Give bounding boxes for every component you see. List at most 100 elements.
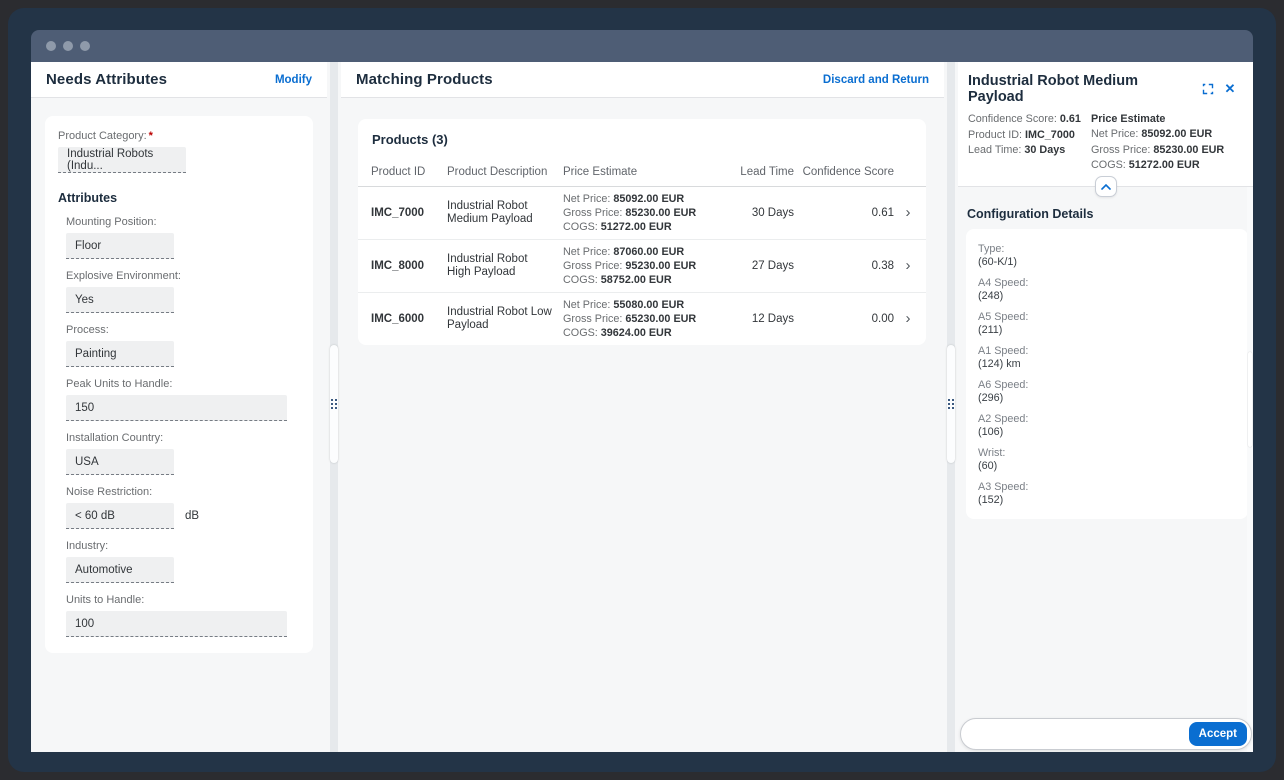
info-value: IMC_7000 <box>1025 128 1075 141</box>
price-line-value: 87060.00 EUR <box>613 246 685 258</box>
attribute-field: Process: Painting <box>66 324 299 367</box>
needs-attributes-body: Product Category: * Industrial Robots (In… <box>31 98 327 752</box>
configuration-item-label: A1 Speed: <box>978 345 1029 357</box>
splitter-drag-handle[interactable] <box>947 345 955 463</box>
cell-price-estimate: Net Price: 85092.00 EUR Gross Price: 8523… <box>563 187 710 239</box>
window-control-dot[interactable] <box>80 41 90 51</box>
price-line-label: Net Price: <box>563 299 611 311</box>
expand-fullscreen-icon[interactable] <box>1197 80 1219 98</box>
grip-icon <box>948 399 954 409</box>
price-line: COGS: 58752.00 EUR <box>563 273 710 287</box>
attribute-field: Peak Units to Handle: 150 <box>66 378 299 421</box>
price-line: Gross Price: 95230.00 EUR <box>563 259 710 273</box>
attribute-field-input[interactable]: Automotive <box>66 557 174 583</box>
price-line-label: Gross Price: <box>563 313 623 325</box>
matching-products-panel: Matching Products Discard and Return Pro… <box>341 62 944 752</box>
price-line-value: 85230.00 EUR <box>625 207 697 219</box>
window-control-dot[interactable] <box>46 41 56 51</box>
price-line-label: Gross Price: <box>563 207 623 219</box>
required-asterisk: * <box>148 130 153 142</box>
needs-attributes-card: Product Category: * Industrial Robots (In… <box>45 116 313 653</box>
configuration-item-label: A4 Speed: <box>978 277 1029 289</box>
price-estimate-lines: Net Price: 85092.00 EUR Gross Price: 85230.… <box>1091 127 1224 174</box>
splitter-right <box>944 62 958 752</box>
accept-bar: Accept <box>960 718 1252 750</box>
chevron-up-icon <box>1100 183 1111 190</box>
price-line-label: Net Price: <box>563 193 611 205</box>
configuration-item-label: Wrist: <box>978 447 1006 459</box>
cell-product-id: IMC_6000 <box>371 313 425 325</box>
configuration-item-label: A5 Speed: <box>978 311 1029 323</box>
configuration-details-card: Type: (60-K/1) A4 Speed: (248) A5 Speed:… <box>966 229 1248 519</box>
needs-attributes-header: Needs Attributes Modify <box>31 62 327 98</box>
column-header-price-estimate: Price Estimate <box>563 165 638 178</box>
attribute-field-label: Installation Country: <box>66 432 164 444</box>
column-header-product-id: Product ID <box>371 165 426 178</box>
cell-lead-time: 30 Days <box>751 207 794 219</box>
info-label: Product ID: <box>968 128 1023 141</box>
grip-icon <box>331 399 337 409</box>
attribute-field-label: Noise Restriction: <box>66 486 153 498</box>
row-chevron-icon[interactable]: › <box>905 256 911 274</box>
detail-title: Industrial Robot Medium Payload <box>968 73 1138 105</box>
detail-scrollbar-track <box>1247 187 1253 752</box>
cell-confidence-score: 0.38 <box>871 260 894 272</box>
comment-input[interactable] <box>973 722 1189 746</box>
cell-lead-time: 27 Days <box>751 260 794 272</box>
info-label: Confidence Score: <box>968 113 1057 125</box>
attribute-field-input[interactable]: Yes <box>66 287 174 313</box>
panel-title: Matching Products <box>356 71 493 88</box>
price-estimate-heading: Price Estimate <box>1091 113 1166 125</box>
attribute-field-input[interactable]: < 60 dB <box>66 503 174 529</box>
close-icon[interactable]: ✕ <box>1224 81 1236 96</box>
modify-link[interactable]: Modify <box>274 73 312 86</box>
detail-info-line: Confidence Score: 0.61 <box>968 112 1081 128</box>
accept-button[interactable]: Accept <box>1188 722 1247 746</box>
price-line-value: 51272.00 EUR <box>600 221 672 233</box>
attribute-field: Mounting Position: Floor <box>66 216 299 259</box>
price-line: Net Price: 87060.00 EUR <box>563 245 710 259</box>
product-category-field[interactable]: Industrial Robots (Indu... <box>58 147 186 173</box>
table-row[interactable]: IMC_7000 Industrial Robot Medium Payload… <box>358 187 926 240</box>
collapse-summary-button[interactable] <box>1094 176 1117 197</box>
attribute-field-input[interactable]: 150 <box>66 395 287 421</box>
price-line-label: Gross Price: <box>563 260 623 272</box>
splitter-drag-handle[interactable] <box>330 345 338 463</box>
price-value: 85230.00 EUR <box>1153 143 1225 156</box>
price-estimate-line: Net Price: 85092.00 EUR <box>1091 127 1224 143</box>
detail-info-list: Confidence Score: 0.61 Product ID: IMC_7000… <box>968 112 1081 159</box>
price-line-label: COGS: <box>563 274 598 286</box>
configuration-item-value: (60) <box>978 460 998 472</box>
attributes-field-list: Mounting Position: Floor Explosive Envir… <box>66 216 299 637</box>
configuration-item-label: A2 Speed: <box>978 413 1029 425</box>
table-row[interactable]: IMC_6000 Industrial Robot Low Payload Ne… <box>358 293 926 345</box>
price-line-value: 65230.00 EUR <box>625 313 697 325</box>
detail-scrollbar-thumb[interactable] <box>1248 352 1252 447</box>
configuration-item: Wrist: (60) <box>978 447 1236 473</box>
detail-header: Industrial Robot Medium Payload ✕ <box>958 62 1253 105</box>
attribute-field: Industry: Automotive <box>66 540 299 583</box>
attribute-field-input[interactable]: Painting <box>66 341 174 367</box>
configuration-item-value: (106) <box>978 426 1004 438</box>
discard-and-return-link[interactable]: Discard and Return <box>822 73 929 86</box>
cell-lead-time: 12 Days <box>751 313 794 325</box>
configuration-item: A4 Speed: (248) <box>978 277 1236 303</box>
row-chevron-icon[interactable]: › <box>905 203 911 221</box>
price-line: COGS: 51272.00 EUR <box>563 220 710 234</box>
price-line-label: Net Price: <box>563 246 611 258</box>
detail-info-line: Product ID: IMC_7000 <box>968 128 1081 144</box>
attribute-field-input[interactable]: 100 <box>66 611 287 637</box>
products-table-title: Products (3) <box>372 132 448 147</box>
window-control-dot[interactable] <box>63 41 73 51</box>
table-row[interactable]: IMC_8000 Industrial Robot High Payload N… <box>358 240 926 293</box>
info-value: 0.61 <box>1059 113 1081 125</box>
configuration-item-value: (211) <box>978 324 1003 336</box>
attribute-field-label: Peak Units to Handle: <box>66 378 173 390</box>
column-header-lead-time: Lead Time <box>740 165 794 178</box>
product-detail-panel: Industrial Robot Medium Payload ✕ <box>958 62 1253 752</box>
row-chevron-icon[interactable]: › <box>905 309 911 327</box>
attribute-field-input[interactable]: Floor <box>66 233 174 259</box>
attribute-field-input[interactable]: USA <box>66 449 174 475</box>
cell-confidence-score: 0.00 <box>871 313 894 325</box>
